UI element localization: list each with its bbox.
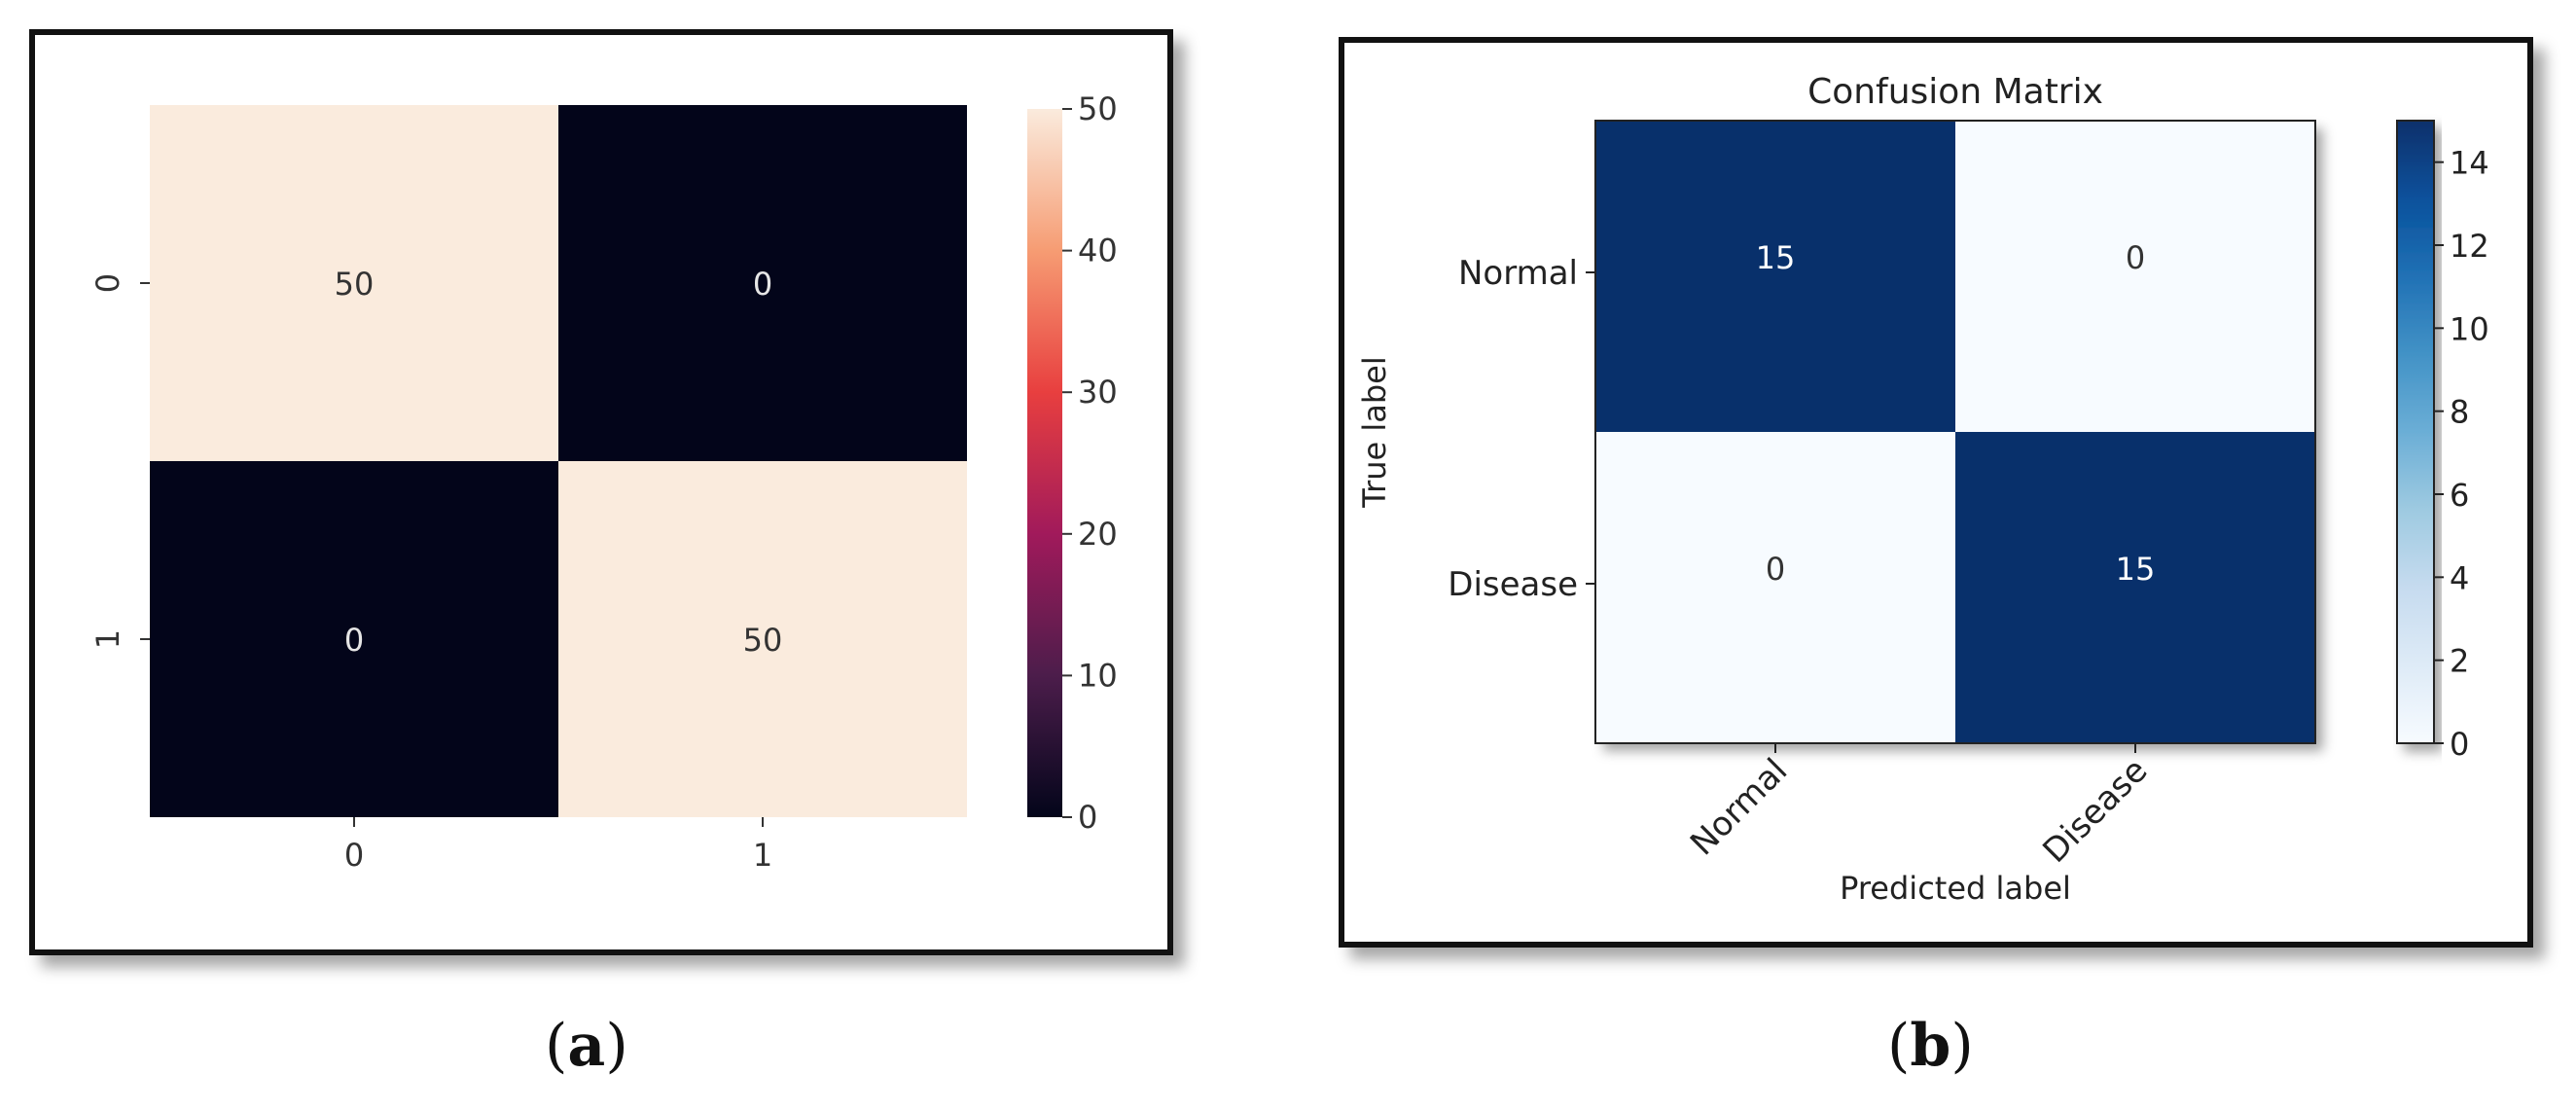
colorbar-a — [1027, 109, 1062, 817]
x-tick-label: Normal — [1683, 751, 1795, 863]
heatmap-cell — [150, 461, 558, 817]
colorbar-tick-label: 0 — [2450, 726, 2469, 763]
colorbar-tick-label: 50 — [1078, 90, 1118, 127]
y-tick-label: 0 — [89, 273, 126, 293]
confusion-cell — [1955, 121, 2315, 432]
cell-value-label: 15 — [2116, 551, 2156, 588]
confusion-cell — [1955, 432, 2315, 743]
colorbar-b — [2396, 120, 2435, 744]
colorbar-tick-label: 14 — [2450, 145, 2489, 182]
cell-value-label: 0 — [2126, 239, 2145, 276]
colorbar-tick-label: 0 — [1078, 799, 1097, 836]
confusion-matrix-chart-b: 15 0 0 15 Confusion Matrix Normal Disease True … — [1356, 72, 2489, 907]
cell-value-label: 50 — [743, 622, 783, 659]
colorbar-tick-label: 4 — [2450, 559, 2469, 596]
y-tick-label: Normal — [1458, 254, 1578, 293]
x-tick-label: Disease — [2036, 751, 2156, 871]
heatmap-cell — [558, 461, 967, 817]
x-tick-label: 1 — [753, 837, 772, 874]
cell-value-label: 0 — [1766, 551, 1785, 588]
x-tick-label: 0 — [344, 837, 364, 874]
y-axis-label: True label — [1356, 356, 1393, 509]
y-tick-label: Disease — [1448, 565, 1578, 604]
confusion-cell — [1595, 121, 1955, 432]
y-tick-label: 1 — [89, 629, 126, 649]
cell-value-label: 0 — [344, 622, 364, 659]
colorbar-tick-label: 2 — [2450, 643, 2469, 680]
colorbar-tick-label: 10 — [1078, 657, 1118, 694]
x-axis-label: Predicted label — [1840, 870, 2071, 907]
colorbar-tick-label: 8 — [2450, 394, 2469, 431]
chart-title: Confusion Matrix — [1807, 72, 2103, 112]
cell-value-label: 50 — [335, 266, 375, 303]
heatmap-cell — [150, 105, 558, 461]
colorbar-tick-label: 40 — [1078, 233, 1118, 269]
plot-frame — [1594, 120, 2316, 744]
panel-b: 15 0 0 15 Confusion Matrix Normal Disease True … — [1339, 37, 2533, 948]
colorbar-tick-label: 20 — [1078, 516, 1118, 553]
cell-value-label: 0 — [753, 266, 772, 303]
panel-label-a: (a) — [545, 1012, 628, 1080]
cell-value-label: 15 — [1756, 239, 1796, 276]
confusion-cell — [1595, 432, 1955, 743]
colorbar-tick-label: 6 — [2450, 477, 2469, 514]
panel-a: 50 0 0 50 0 1 0 1 0 10 20 30 40 50 — [29, 29, 1173, 955]
heatmap-cell — [558, 105, 967, 461]
colorbar-tick-label: 30 — [1078, 374, 1118, 411]
colorbar-tick-label: 12 — [2450, 228, 2489, 265]
panel-label-b: (b) — [1887, 1012, 1974, 1080]
colorbar-tick-label: 10 — [2450, 310, 2489, 347]
